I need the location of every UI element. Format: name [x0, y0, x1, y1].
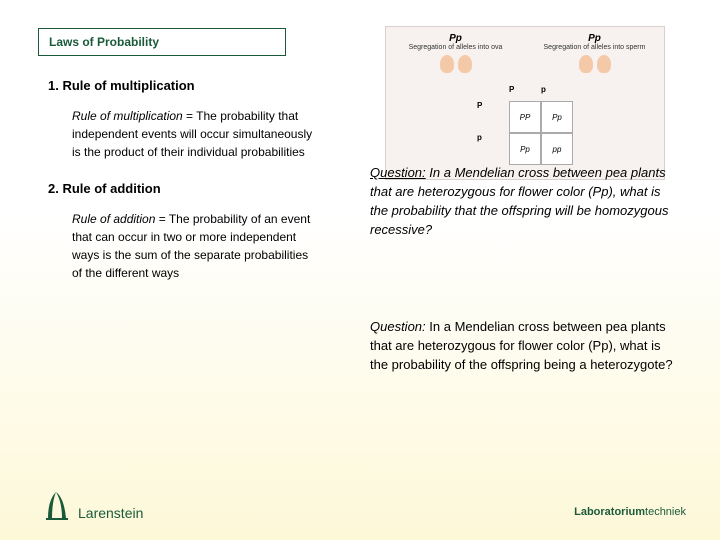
figure-right-half: Pp Segregation of alleles into sperm [528, 33, 661, 89]
right-segregation: Segregation of alleles into sperm [528, 44, 661, 52]
footer-bold: Laboratorium [574, 506, 645, 518]
figure-left-half: Pp Segregation of alleles into ova [389, 33, 522, 89]
footer-right: Laboratoriumtechniek [574, 506, 686, 518]
left-hands-icon [389, 55, 522, 89]
punnett-col-p: p [541, 85, 573, 101]
punnett-corner [477, 85, 509, 101]
rule2-heading: 2. Rule of addition [48, 181, 318, 196]
punnett-row-p: p [477, 133, 509, 165]
left-segregation: Segregation of alleles into ova [389, 44, 522, 52]
punnett-figure: Pp Segregation of alleles into ova Pp Se… [385, 26, 665, 180]
larenstein-logo-icon [42, 488, 72, 522]
question-2-label: Question: [370, 319, 426, 334]
question-1: Question: In a Mendelian cross between p… [370, 164, 680, 239]
rule1-term: Rule of multiplication [72, 109, 183, 123]
footer-logo: Larenstein [42, 488, 143, 522]
left-genotype: Pp [389, 33, 522, 44]
right-hands-icon [528, 55, 661, 89]
footer-light: techniek [645, 506, 686, 518]
punnett-cell: Pp [541, 101, 573, 133]
punnett-col-P: P [509, 85, 541, 101]
question-1-label: Question: [370, 165, 426, 180]
rule1-definition: Rule of multiplication = The probability… [72, 107, 318, 161]
punnett-row-P: P [477, 101, 509, 133]
section-title-box: Laws of Probability [38, 28, 286, 56]
rule2-definition: Rule of addition = The probability of an… [72, 210, 318, 282]
left-column: 1. Rule of multiplication Rule of multip… [48, 78, 318, 302]
rule1-heading: 1. Rule of multiplication [48, 78, 318, 93]
punnett-cell: Pp [509, 133, 541, 165]
punnett-cell: PP [509, 101, 541, 133]
right-genotype: Pp [528, 33, 661, 44]
right-column: Pp Segregation of alleles into ova Pp Se… [370, 26, 680, 188]
punnett-square: P p P PP Pp p Pp pp [477, 85, 573, 165]
figure-header: Pp Segregation of alleles into ova Pp Se… [386, 27, 664, 89]
section-title: Laws of Probability [49, 35, 159, 49]
question-2: Question: In a Mendelian cross between p… [370, 318, 680, 375]
punnett-cell: pp [541, 133, 573, 165]
logo-text: Larenstein [78, 505, 143, 521]
rule2-term: Rule of addition [72, 212, 155, 226]
